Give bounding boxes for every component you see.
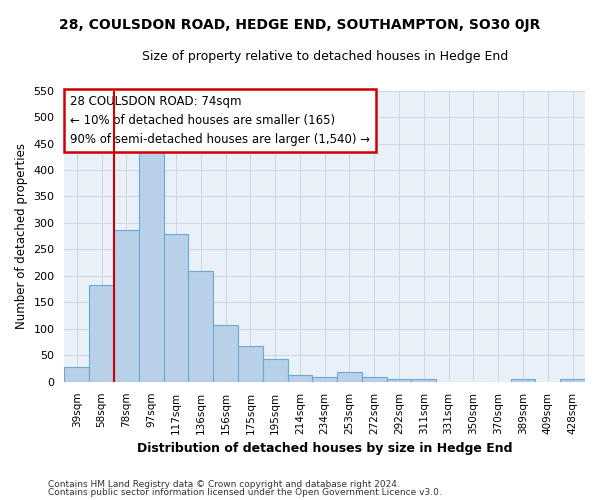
Text: 28, COULSDON ROAD, HEDGE END, SOUTHAMPTON, SO30 0JR: 28, COULSDON ROAD, HEDGE END, SOUTHAMPTO… [59, 18, 541, 32]
Bar [287, 375, 313, 382]
Bar [263, 358, 287, 382]
Bar [213, 324, 238, 382]
Bar [139, 144, 164, 382]
Bar [114, 230, 139, 382]
Bar [188, 270, 213, 382]
Text: 28 COULSDON ROAD: 74sqm
← 10% of detached houses are smaller (165)
90% of semi-d: 28 COULSDON ROAD: 74sqm ← 10% of detache… [70, 95, 370, 146]
Bar [313, 376, 337, 382]
Title: Size of property relative to detached houses in Hedge End: Size of property relative to detached ho… [142, 50, 508, 63]
Text: Contains HM Land Registry data © Crown copyright and database right 2024.: Contains HM Land Registry data © Crown c… [48, 480, 400, 489]
Bar [362, 376, 386, 382]
Bar [511, 379, 535, 382]
Y-axis label: Number of detached properties: Number of detached properties [15, 143, 28, 329]
Bar [337, 372, 362, 382]
Bar [560, 379, 585, 382]
Bar [238, 346, 263, 382]
Bar [412, 379, 436, 382]
Bar [64, 367, 89, 382]
X-axis label: Distribution of detached houses by size in Hedge End: Distribution of detached houses by size … [137, 442, 512, 455]
Bar [89, 285, 114, 382]
Bar [164, 234, 188, 382]
Text: Contains public sector information licensed under the Open Government Licence v3: Contains public sector information licen… [48, 488, 442, 497]
Bar [386, 378, 412, 382]
